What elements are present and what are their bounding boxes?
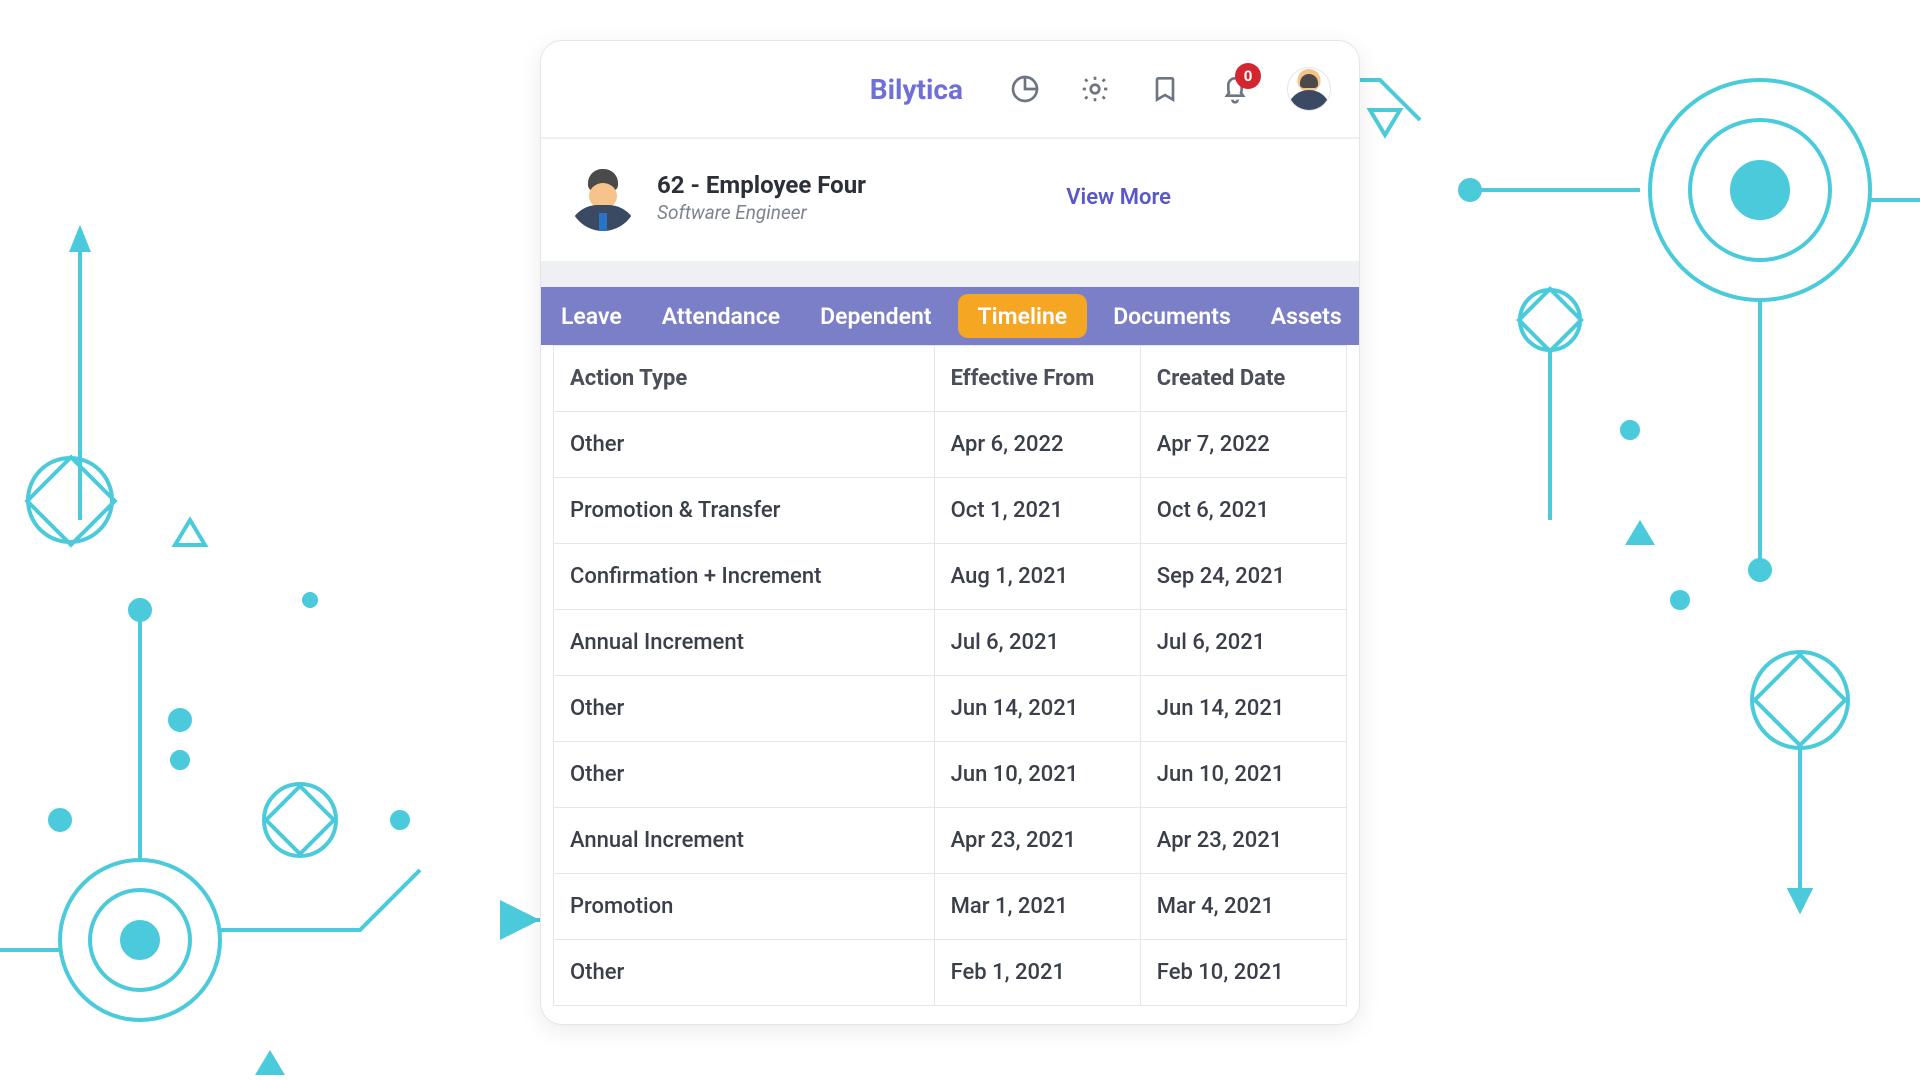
table-cell: Other: [554, 940, 935, 1006]
table-cell: Jul 6, 2021: [934, 610, 1140, 676]
table-cell: Jul 6, 2021: [1140, 610, 1346, 676]
tab-attendance[interactable]: Attendance: [642, 287, 800, 345]
table-cell: Oct 6, 2021: [1140, 478, 1346, 544]
table-cell: Promotion: [554, 874, 935, 940]
table-cell: Mar 1, 2021: [934, 874, 1140, 940]
table-cell: Other: [554, 412, 935, 478]
table-cell: Apr 23, 2021: [1140, 808, 1346, 874]
table-cell: Feb 10, 2021: [1140, 940, 1346, 1006]
employee-avatar-icon: [569, 163, 637, 231]
table-row: Confirmation + IncrementAug 1, 2021Sep 2…: [554, 544, 1347, 610]
timeline-table: Action TypeEffective FromCreated Date Ot…: [553, 345, 1347, 1006]
employee-summary: 62 - Employee Four Software Engineer Vie…: [541, 139, 1359, 261]
table-cell: Feb 1, 2021: [934, 940, 1140, 1006]
table-cell: Other: [554, 742, 935, 808]
column-header: Effective From: [934, 346, 1140, 412]
table-row: OtherJun 10, 2021Jun 10, 2021: [554, 742, 1347, 808]
section-divider: [541, 261, 1359, 287]
table-cell: Other: [554, 676, 935, 742]
table-cell: Jun 10, 2021: [1140, 742, 1346, 808]
table-cell: Oct 1, 2021: [934, 478, 1140, 544]
card-header: Bilytica 0: [541, 41, 1359, 139]
tab-bar: LeaveAttendanceDependentTimelineDocument…: [541, 287, 1359, 345]
column-header: Created Date: [1140, 346, 1346, 412]
table-cell: Apr 7, 2022: [1140, 412, 1346, 478]
table-cell: Confirmation + Increment: [554, 544, 935, 610]
table-cell: Mar 4, 2021: [1140, 874, 1346, 940]
employee-title: 62 - Employee Four: [657, 171, 866, 199]
table-row: Promotion & TransferOct 1, 2021Oct 6, 20…: [554, 478, 1347, 544]
bell-icon[interactable]: 0: [1217, 71, 1253, 107]
table-row: OtherFeb 1, 2021Feb 10, 2021: [554, 940, 1347, 1006]
table-row: Annual IncrementApr 23, 2021Apr 23, 2021: [554, 808, 1347, 874]
analytics-icon[interactable]: [1007, 71, 1043, 107]
table-cell: Aug 1, 2021: [934, 544, 1140, 610]
table-row: Annual IncrementJul 6, 2021Jul 6, 2021: [554, 610, 1347, 676]
table-cell: Promotion & Transfer: [554, 478, 935, 544]
table-cell: Apr 23, 2021: [934, 808, 1140, 874]
table-cell: Jun 14, 2021: [1140, 676, 1346, 742]
tab-timeline[interactable]: Timeline: [958, 294, 1088, 338]
tab-leave[interactable]: Leave: [541, 287, 642, 345]
bookmark-icon[interactable]: [1147, 71, 1183, 107]
employee-timeline-card: Bilytica 0: [540, 40, 1360, 1025]
table-cell: Sep 24, 2021: [1140, 544, 1346, 610]
employee-role: Software Engineer: [657, 201, 866, 224]
table-row: PromotionMar 1, 2021Mar 4, 2021: [554, 874, 1347, 940]
table-cell: Apr 6, 2022: [934, 412, 1140, 478]
table-cell: Jun 14, 2021: [934, 676, 1140, 742]
profile-avatar-icon[interactable]: [1287, 67, 1331, 111]
tab-assets[interactable]: Assets: [1251, 287, 1360, 345]
notification-badge: 0: [1235, 63, 1261, 89]
tab-dependent[interactable]: Dependent: [800, 287, 951, 345]
brand-label: Bilytica: [870, 73, 963, 106]
table-cell: Jun 10, 2021: [934, 742, 1140, 808]
view-more-link[interactable]: View More: [1066, 185, 1171, 210]
table-row: OtherApr 6, 2022Apr 7, 2022: [554, 412, 1347, 478]
table-cell: Annual Increment: [554, 808, 935, 874]
column-header: Action Type: [554, 346, 935, 412]
gear-icon[interactable]: [1077, 71, 1113, 107]
table-cell: Annual Increment: [554, 610, 935, 676]
tab-documents[interactable]: Documents: [1093, 287, 1251, 345]
table-row: OtherJun 14, 2021Jun 14, 2021: [554, 676, 1347, 742]
